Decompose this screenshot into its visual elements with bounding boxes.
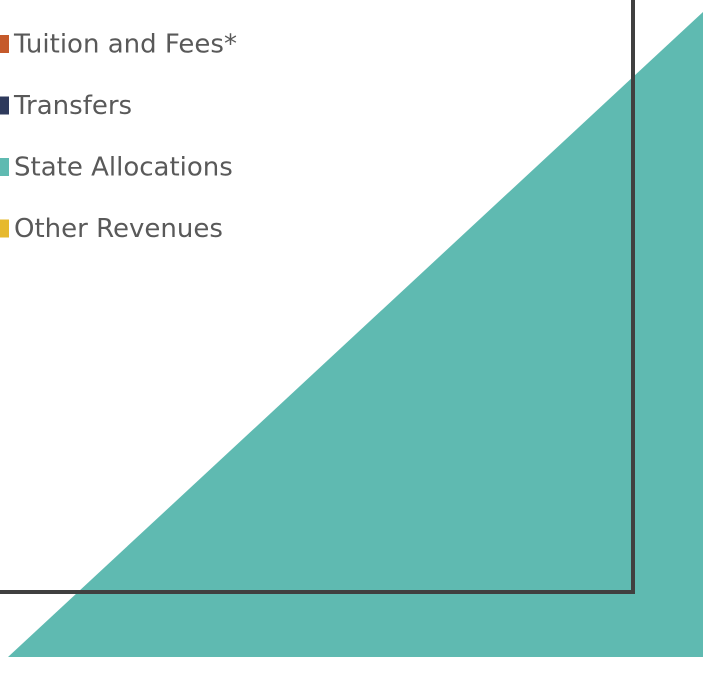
legend-label: Other Revenues <box>14 214 223 244</box>
legend-label: Transfers <box>13 91 132 121</box>
legend-swatch <box>0 96 9 115</box>
legend-swatch <box>0 219 9 238</box>
legend-swatch <box>0 158 9 176</box>
legend: Tuition and Fees* Transfers State Allocati… <box>0 30 237 244</box>
legend-swatch <box>0 35 9 53</box>
legend-label: State Allocations <box>14 153 233 183</box>
frame-border <box>0 0 635 594</box>
legend-label: Tuition and Fees* <box>13 30 237 60</box>
teal-triangle <box>8 12 703 657</box>
